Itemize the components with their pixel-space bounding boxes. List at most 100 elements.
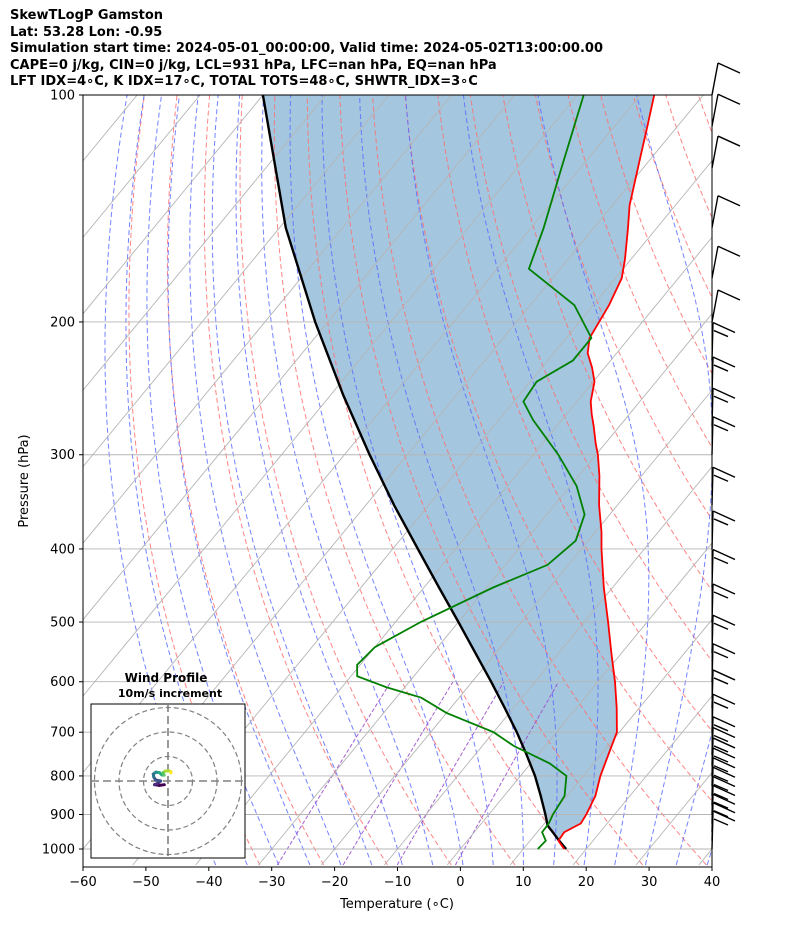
y-tick-label: 1000: [42, 843, 75, 858]
dry-adiabat: [372, 95, 707, 866]
isotherm: [83, 95, 264, 315]
dry-adiabat: [437, 95, 712, 732]
cin-shaded-area: [262, 95, 655, 849]
isotherm: [83, 95, 452, 544]
wind-barb-half-flag: [713, 724, 729, 732]
temperature-line: [557, 95, 656, 850]
y-tick-label: 100: [50, 89, 75, 104]
moist-adiabat: [675, 730, 712, 866]
wind-barb-half-flag: [713, 474, 729, 482]
y-tick-label: 600: [50, 675, 75, 690]
mixing-ratio-line: [396, 681, 505, 866]
wind-barb-staff: [711, 549, 714, 588]
x-tick-label: −30: [258, 875, 285, 890]
wind-barb-half-flag: [713, 677, 729, 685]
wind-barb-flag: [712, 583, 736, 595]
x-tick-label: −60: [69, 875, 96, 890]
isotherm: [0, 95, 74, 865]
moist-adiabat: [359, 95, 524, 865]
wind-barb-staff: [711, 289, 719, 323]
wind-barb-half-flag: [713, 818, 729, 826]
isotherm: [83, 95, 515, 621]
dry-adiabat: [166, 95, 325, 866]
wind-barb: [711, 93, 741, 127]
dewpoint-line: [356, 95, 593, 850]
wind-barb-flag: [712, 726, 736, 739]
wind-barb: [711, 466, 736, 506]
wind-barb-flag: [717, 245, 741, 257]
moist-adiabat: [146, 95, 280, 866]
y-tick-label: 800: [50, 769, 75, 784]
wind-barb-half-flag: [713, 801, 729, 809]
x-tick-label: 20: [578, 875, 595, 890]
dry-adiabat: [534, 95, 712, 521]
isotherm: [0, 95, 11, 865]
isotherm: [258, 313, 712, 866]
wind-barb-flag: [712, 643, 736, 655]
wind-barb-flag: [712, 757, 736, 769]
wind-barb-flag: [712, 784, 736, 797]
index-line: LFT IDX=4∘C, K IDX=17∘C, TOTAL TOTS=48∘C…: [10, 74, 478, 89]
moist-adiabat: [289, 95, 464, 866]
wind-barb-staff: [711, 195, 719, 228]
chart-title: SkewTLogP Gamston: [10, 8, 164, 23]
moist-adiabat: [405, 95, 558, 866]
isotherm: [195, 236, 712, 866]
wind-barb-flag: [712, 416, 736, 428]
wind-barb-staff: [711, 615, 714, 654]
wind-barb-staff: [711, 416, 714, 455]
wind-barb: [711, 614, 736, 654]
x-tick-label: 30: [641, 875, 658, 890]
wind-barb: [711, 693, 736, 733]
mixing-ratio-line: [276, 681, 392, 866]
wind-barb: [711, 793, 736, 833]
isotherm: [572, 695, 712, 866]
wind-barb-staff: [711, 467, 714, 506]
hodograph-subtitle: 10m/s increment: [118, 687, 222, 700]
wind-barb-half-flag: [713, 518, 729, 526]
wind-barb-half-flag: [713, 591, 729, 599]
wind-barb: [711, 510, 736, 549]
isotherm: [83, 95, 390, 468]
wind-barb-half-flag: [713, 651, 729, 659]
wind-barb-half-flag: [713, 424, 729, 432]
wind-barb-staff: [711, 388, 714, 427]
stability-line: CAPE=0 j/kg, CIN=0 j/kg, LCL=931 hPa, LF…: [10, 57, 497, 73]
wind-barb-half-flag: [713, 556, 729, 565]
y-tick-label: 900: [50, 808, 75, 823]
wind-barb-flag: [712, 356, 736, 368]
wind-barb: [711, 195, 741, 228]
wind-barb-flag: [712, 766, 736, 778]
wind-barb-half-flag: [713, 395, 729, 403]
moist-adiabat: [321, 95, 494, 866]
wind-barb-flag: [712, 321, 736, 334]
wind-barb-half-flag: [713, 765, 729, 773]
wind-barb-half-flag: [713, 810, 729, 818]
dry-adiabat: [764, 95, 794, 865]
wind-barb-half-flag: [713, 734, 729, 743]
wind-barb-staff: [711, 322, 714, 361]
moist-adiabat: [189, 95, 342, 866]
wind-barb: [711, 643, 736, 682]
y-tick-label: 300: [50, 448, 75, 463]
wind-barb-staff: [711, 584, 714, 623]
y-tick-label: 700: [50, 726, 75, 741]
wind-barb: [711, 135, 741, 169]
wind-barb-flag: [712, 747, 736, 759]
mixing-ratio-line: [454, 681, 560, 866]
wind-barb-half-flag: [713, 622, 729, 630]
wind-barb-half-flag: [713, 745, 729, 753]
dry-adiabat: [502, 95, 712, 592]
wind-barb-flag: [712, 669, 736, 681]
wind-barb-flag: [712, 510, 736, 522]
wind-barb: [711, 321, 736, 361]
x-tick-label: −40: [195, 875, 222, 890]
wind-barb-staff: [711, 135, 719, 169]
wind-barb-half-flag: [713, 792, 729, 801]
wind-barb: [711, 245, 741, 279]
wind-barb: [711, 62, 741, 96]
wind-barb-staff: [711, 643, 714, 682]
wind-barb: [711, 416, 736, 455]
dry-adiabat: [339, 95, 643, 866]
